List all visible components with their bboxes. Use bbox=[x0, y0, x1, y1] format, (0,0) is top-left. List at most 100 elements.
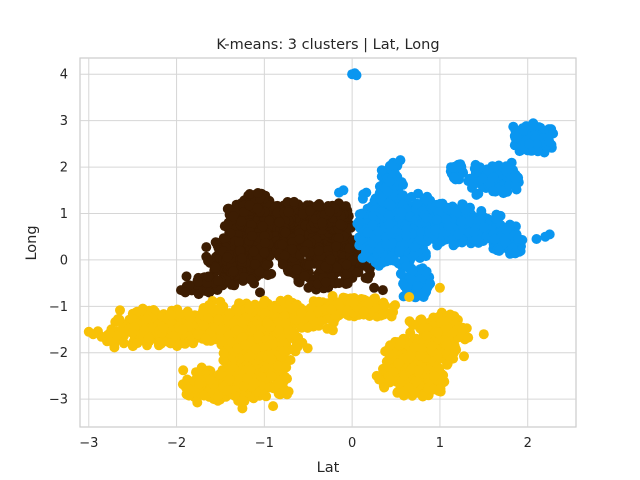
scatter-point bbox=[413, 188, 424, 199]
scatter-point bbox=[218, 348, 229, 359]
scatter-point bbox=[222, 252, 233, 263]
scatter-point bbox=[325, 254, 336, 265]
scatter-point bbox=[357, 252, 368, 263]
scatter-point bbox=[500, 237, 511, 248]
scatter-point bbox=[513, 233, 524, 244]
scatter-point bbox=[283, 386, 294, 397]
scatter-point bbox=[279, 250, 290, 261]
scatter-point bbox=[203, 256, 214, 267]
scatter-point bbox=[245, 351, 256, 362]
scatter-point bbox=[192, 397, 203, 408]
scatter-point bbox=[470, 159, 481, 170]
scatter-point bbox=[429, 225, 440, 236]
scatter-point bbox=[383, 210, 394, 221]
scatter-point bbox=[213, 314, 224, 325]
scatter-point bbox=[510, 247, 521, 258]
scatter-point bbox=[467, 182, 477, 193]
scatter-point bbox=[252, 203, 263, 214]
scatter-point bbox=[464, 173, 475, 184]
scatter-point bbox=[312, 200, 323, 211]
scatter-point bbox=[231, 303, 241, 314]
scatter-point bbox=[340, 201, 351, 212]
scatter-point bbox=[235, 245, 245, 256]
scatter-point bbox=[199, 390, 209, 401]
scatter-point bbox=[479, 222, 489, 233]
scatter-point bbox=[181, 271, 192, 282]
scatter-point bbox=[132, 338, 143, 349]
scatter-point bbox=[544, 136, 555, 147]
scatter-point bbox=[222, 220, 233, 231]
scatter-point bbox=[435, 383, 446, 394]
scatter-point bbox=[305, 205, 316, 216]
scatter-point bbox=[203, 271, 214, 282]
scatter-point bbox=[401, 230, 412, 241]
scatter-point bbox=[313, 245, 324, 256]
scatter-point bbox=[247, 231, 258, 241]
scatter-point bbox=[143, 333, 154, 344]
scatter-point bbox=[435, 198, 446, 209]
scatter-point bbox=[342, 278, 353, 289]
scatter-point bbox=[531, 139, 542, 149]
scatter-point bbox=[395, 337, 406, 348]
scatter-point bbox=[388, 367, 399, 378]
scatter-point bbox=[174, 309, 185, 319]
scatter-point bbox=[266, 354, 277, 365]
scatter-point bbox=[412, 281, 423, 291]
scatter-point bbox=[317, 217, 328, 228]
scatter-point bbox=[299, 246, 310, 256]
scatter-point bbox=[395, 155, 406, 166]
scatter-point bbox=[384, 160, 395, 171]
scatter-point bbox=[277, 239, 288, 250]
scatter-point bbox=[165, 338, 176, 349]
scatter-point bbox=[384, 219, 395, 230]
scatter-point bbox=[341, 259, 352, 270]
scatter-point bbox=[344, 243, 355, 254]
scatter-point bbox=[245, 365, 256, 376]
scatter-point bbox=[114, 314, 125, 325]
scatter-point bbox=[357, 193, 368, 204]
scatter-point bbox=[376, 165, 387, 176]
scatter-point bbox=[185, 312, 196, 323]
scatter-point bbox=[494, 245, 505, 256]
scatter-point bbox=[334, 278, 344, 289]
scatter-point bbox=[285, 355, 296, 365]
scatter-point bbox=[237, 395, 248, 406]
scatter-point bbox=[468, 227, 479, 237]
scatter-point bbox=[212, 306, 223, 317]
scatter-point bbox=[242, 373, 253, 384]
scatter-point bbox=[273, 360, 283, 371]
scatter-point bbox=[394, 246, 405, 257]
scatter-point bbox=[363, 263, 374, 273]
scatter-point bbox=[335, 219, 346, 230]
scatter-point bbox=[198, 320, 209, 331]
scatter-point bbox=[443, 221, 454, 232]
scatter-point bbox=[367, 220, 378, 231]
scatter-point bbox=[192, 329, 203, 340]
scatter-point bbox=[327, 325, 338, 336]
scatter-point bbox=[194, 378, 205, 389]
scatter-point bbox=[210, 262, 221, 273]
scatter-point bbox=[422, 283, 433, 294]
scatter-point bbox=[381, 239, 392, 250]
scatter-point bbox=[294, 234, 305, 244]
scatter-point bbox=[398, 278, 409, 289]
scatter-point bbox=[281, 362, 292, 373]
scatter-point bbox=[316, 315, 327, 326]
scatter-point bbox=[320, 277, 331, 288]
scatter-point bbox=[354, 209, 365, 220]
scatter-point bbox=[396, 207, 407, 218]
scatter-point bbox=[379, 382, 390, 393]
scatter-point bbox=[166, 310, 176, 321]
scatter-point bbox=[369, 282, 380, 293]
scatter-point bbox=[244, 303, 255, 314]
scatter-point bbox=[333, 233, 344, 243]
scatter-point bbox=[280, 227, 291, 238]
scatter-point bbox=[274, 217, 285, 228]
scatter-point bbox=[180, 287, 191, 298]
scatter-point bbox=[382, 186, 393, 197]
scatter-point bbox=[204, 287, 215, 298]
scatter-point bbox=[259, 247, 270, 258]
scatter-point bbox=[431, 214, 442, 225]
scatter-point bbox=[385, 375, 396, 386]
